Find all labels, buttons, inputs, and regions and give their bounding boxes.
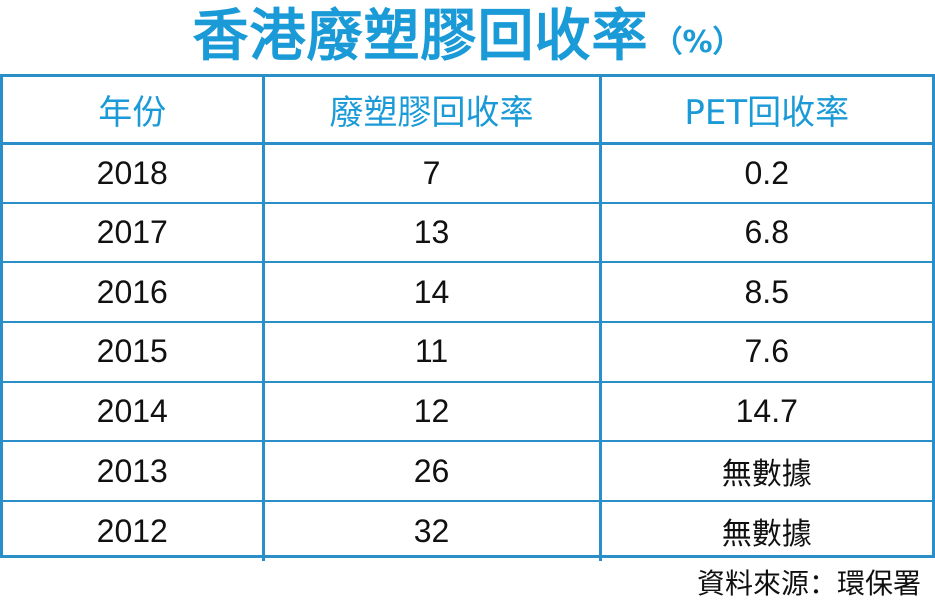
cell-year: 2013 <box>3 440 265 502</box>
column-header-pet-rate: PET回收率 <box>598 77 932 145</box>
cell-pet-rate: 6.8 <box>598 201 932 263</box>
data-table: 年份 廢塑膠回收率 PET回收率 2018 7 0.2 2017 13 6.8 2016 14 8.… <box>3 77 932 561</box>
chart-title: 香港廢塑膠回收率 <box>192 4 649 69</box>
cell-pet-rate: 0.2 <box>598 143 932 203</box>
chart-title-unit: （%） <box>652 25 743 60</box>
table-row: 2015 11 7.6 <box>3 321 932 382</box>
source-note: 資料來源：環保署 <box>696 567 921 600</box>
cell-pet-rate: 14.7 <box>598 380 932 442</box>
cell-plastic-rate: 12 <box>261 380 602 442</box>
cell-plastic-rate: 7 <box>261 143 602 203</box>
cell-plastic-rate: 26 <box>261 440 602 502</box>
cell-year: 2012 <box>3 500 265 561</box>
cell-pet-rate: 無數據 <box>598 440 932 502</box>
cell-plastic-rate: 13 <box>261 201 602 263</box>
table-body: 2018 7 0.2 2017 13 6.8 2016 14 8.5 2015 11 7.6 2014 1… <box>3 143 932 561</box>
cell-pet-rate: 7.6 <box>598 321 932 382</box>
cell-pet-rate: 8.5 <box>598 261 932 323</box>
cell-year: 2014 <box>3 380 265 442</box>
column-header-year: 年份 <box>3 77 265 145</box>
header-row: 年份 廢塑膠回收率 PET回收率 <box>3 77 932 145</box>
column-header-plastic-rate: 廢塑膠回收率 <box>261 77 602 145</box>
cell-plastic-rate: 14 <box>261 261 602 323</box>
table-header: 年份 廢塑膠回收率 PET回收率 <box>3 77 932 145</box>
cell-plastic-rate: 11 <box>261 321 602 382</box>
cell-year: 2017 <box>3 201 265 263</box>
cell-year: 2016 <box>3 261 265 323</box>
chart-title-block: 香港廢塑膠回收率 （%） <box>0 0 935 74</box>
table-row: 2013 26 無數據 <box>3 440 932 502</box>
cell-pet-rate: 無數據 <box>598 500 932 561</box>
table-row: 2012 32 無數據 <box>3 500 932 561</box>
table-row: 2014 12 14.7 <box>3 380 932 442</box>
table-row: 2018 7 0.2 <box>3 143 932 203</box>
cell-year: 2018 <box>3 143 265 203</box>
recycling-rate-table: 年份 廢塑膠回收率 PET回收率 2018 7 0.2 2017 13 6.8 2016 14 8.… <box>0 74 935 561</box>
table-row: 2016 14 8.5 <box>3 261 932 323</box>
cell-year: 2015 <box>3 321 265 382</box>
table-row: 2017 13 6.8 <box>3 201 932 263</box>
cell-plastic-rate: 32 <box>261 500 602 561</box>
